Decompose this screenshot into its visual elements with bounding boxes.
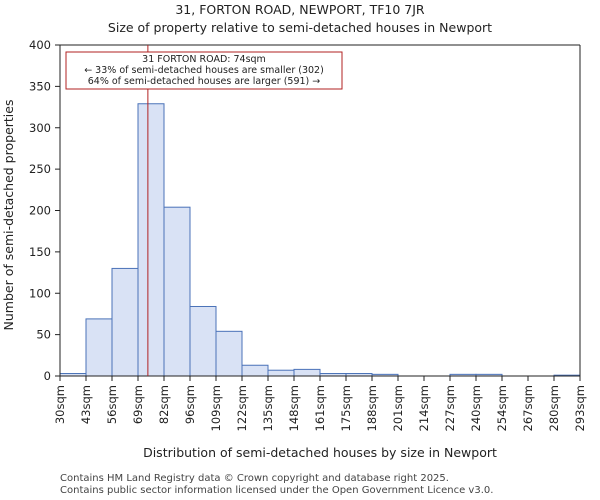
y-tick-label: 100 — [29, 286, 51, 300]
chart-subtitle: Size of property relative to semi-detach… — [108, 20, 492, 35]
x-tick-label: 122sqm — [235, 385, 249, 431]
y-tick-label: 0 — [44, 369, 51, 383]
annotation-title: 31 FORTON ROAD: 74sqm — [142, 54, 266, 65]
bar-96sqm — [189, 305, 217, 377]
histogram-chart: 31, FORTON ROAD, NEWPORT, TF10 7JR Size … — [1, 2, 587, 460]
x-tick-label: 227sqm — [443, 385, 457, 431]
x-tick-label: 293sqm — [573, 385, 587, 431]
y-tick-label: 350 — [29, 79, 51, 93]
x-tick-label: 161sqm — [313, 385, 327, 431]
y-tick-label: 250 — [29, 162, 51, 176]
y-tick-label: 50 — [36, 328, 51, 342]
bar-135sqm — [267, 369, 295, 377]
x-tick-label: 240sqm — [469, 385, 483, 431]
x-tick-label: 135sqm — [261, 385, 275, 431]
annotation-smaller: ← 33% of semi-detached houses are smalle… — [84, 65, 324, 76]
x-tick-label: 96sqm — [183, 385, 197, 424]
bars-group — [59, 103, 581, 377]
x-tick-label: 30sqm — [53, 385, 67, 424]
x-tick-label: 267sqm — [521, 385, 535, 431]
x-tick-label: 56sqm — [105, 385, 119, 424]
y-tick-label: 200 — [29, 204, 51, 218]
x-tick-label: 280sqm — [547, 385, 561, 431]
x-tick-label: 69sqm — [131, 385, 145, 424]
y-axis-title: Number of semi-detached properties — [1, 100, 16, 331]
bar-43sqm — [85, 318, 113, 377]
bar-69sqm — [137, 103, 165, 377]
y-axis: 0 50 100 150 200 250 300 350 400 — [29, 38, 60, 383]
x-axis-title: Distribution of semi-detached houses by … — [143, 445, 497, 460]
chart-title: 31, FORTON ROAD, NEWPORT, TF10 7JR — [175, 2, 425, 17]
x-tick-label: 188sqm — [365, 385, 379, 431]
bar-148sqm — [293, 368, 321, 377]
x-tick-label: 109sqm — [209, 385, 223, 431]
y-tick-label: 300 — [29, 121, 51, 135]
annotation-larger: 64% of semi-detached houses are larger (… — [88, 76, 321, 87]
x-tick-label: 254sqm — [495, 385, 509, 431]
footer-licence: Contains public sector information licen… — [60, 485, 494, 496]
x-axis: 30sqm 43sqm 56sqm 69sqm 82sqm 96sqm 109sqm 122s… — [53, 376, 587, 431]
bar-109sqm — [215, 330, 243, 377]
bar-82sqm — [163, 206, 191, 377]
bar-122sqm — [241, 364, 269, 377]
y-tick-label: 400 — [29, 38, 51, 52]
bar-56sqm — [111, 267, 139, 377]
x-tick-label: 201sqm — [391, 385, 405, 431]
footer-copyright: Contains HM Land Registry data © Crown c… — [60, 473, 449, 484]
x-tick-label: 82sqm — [157, 385, 171, 424]
annotation-box — [65, 51, 343, 90]
y-tick-label: 150 — [29, 245, 51, 259]
x-tick-label: 148sqm — [287, 385, 301, 431]
x-tick-label: 43sqm — [79, 385, 93, 424]
x-tick-label: 214sqm — [417, 385, 431, 431]
x-tick-label: 175sqm — [339, 385, 353, 431]
